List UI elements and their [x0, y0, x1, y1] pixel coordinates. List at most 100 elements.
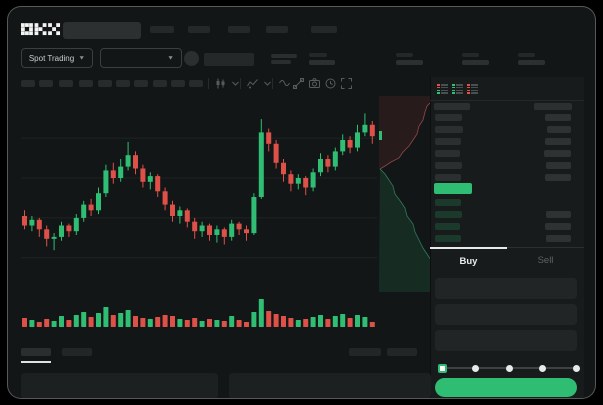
indicator-icon[interactable] [246, 77, 258, 89]
tab-sell-label: Sell [537, 254, 554, 266]
slider-handle[interactable] [437, 363, 447, 373]
tab-sell[interactable]: Sell [507, 247, 584, 273]
bottom-tab-0[interactable] [21, 348, 51, 356]
ask-row-1[interactable] [430, 125, 584, 135]
okx-logo [21, 23, 61, 36]
token-icon [184, 51, 199, 66]
bottom-tab-1[interactable] [62, 348, 92, 356]
ticker-stat-value-1 [396, 60, 423, 65]
search-bar[interactable] [63, 22, 141, 39]
bottom-action-placeholder-1[interactable] [387, 348, 417, 356]
ask-price-bar [435, 174, 461, 181]
ticker-stat-value-2 [462, 60, 489, 65]
ask-price-bar [435, 150, 460, 157]
timeframe-button-2[interactable] [59, 80, 73, 87]
total-input[interactable] [435, 330, 577, 351]
ticker-stat-value-0 [309, 60, 335, 65]
order-book-separator [430, 100, 584, 101]
ticker-stat-label-0 [309, 53, 327, 57]
bid-row-2[interactable] [430, 222, 584, 232]
timeframe-button-9[interactable] [189, 80, 203, 87]
line-style-icon[interactable] [278, 77, 290, 89]
timeframe-button-0[interactable] [21, 80, 35, 87]
order-amount-bar [545, 138, 571, 145]
market-selector-button[interactable]: Spot Trading ▼ [21, 48, 93, 68]
ask-price-bar [435, 162, 462, 169]
bid-price-bar [435, 235, 461, 242]
nav-item-placeholder-1[interactable] [188, 26, 210, 33]
order-amount-bar [546, 211, 571, 218]
toolbar-divider [240, 78, 241, 89]
toolbar-divider [272, 78, 273, 89]
bid-row-1[interactable] [430, 210, 584, 220]
ask-price-bar [435, 126, 463, 133]
nav-item-placeholder-3[interactable] [266, 26, 288, 33]
book-both-icon[interactable] [437, 83, 448, 95]
ticker-stat-label-1 [396, 53, 413, 57]
chevron-down-icon[interactable] [229, 77, 241, 89]
candle-type-icon[interactable] [214, 77, 226, 89]
slider-stop-75[interactable] [539, 364, 546, 372]
bid-row-3[interactable] [430, 234, 584, 244]
timeframe-button-4[interactable] [98, 80, 112, 87]
chevron-down-icon: ▼ [78, 55, 86, 61]
ask-row-0[interactable] [430, 113, 584, 123]
timeframe-button-3[interactable] [79, 80, 93, 87]
ask-row-4[interactable] [430, 161, 584, 171]
timeframe-button-7[interactable] [153, 80, 167, 87]
ask-row-3[interactable] [430, 149, 584, 159]
bid-row-0[interactable] [430, 198, 584, 208]
ticker-stat-value-3 [518, 60, 545, 65]
book-asks-icon[interactable] [467, 83, 478, 95]
tab-buy-label: Buy [459, 255, 478, 267]
slider-stop-25[interactable] [472, 364, 479, 372]
order-book-amount-header [534, 103, 572, 110]
last-price-badge[interactable] [434, 183, 472, 194]
candlestick-chart[interactable] [21, 102, 377, 292]
timeframe-button-5[interactable] [116, 80, 130, 87]
slider-stop-100[interactable] [572, 364, 580, 372]
bid-price-bar [435, 199, 461, 206]
order-amount-bar [547, 126, 571, 133]
bottom-action-placeholder-0[interactable] [349, 348, 381, 356]
pair-name-placeholder [204, 53, 254, 66]
app-window: Spot Trading ▼ ▼ [7, 6, 596, 399]
draw-icon[interactable] [292, 77, 304, 89]
nav-item-placeholder-4[interactable] [311, 26, 337, 33]
chevron-down-icon: ▼ [167, 55, 174, 61]
slider-stop-50[interactable] [505, 364, 513, 372]
book-bids-icon[interactable] [452, 83, 463, 95]
pair-selector-dropdown[interactable]: ▼ [100, 48, 182, 68]
tab-buy[interactable]: Buy [430, 247, 507, 273]
chevron-down-icon[interactable] [261, 77, 273, 89]
camera-icon[interactable] [308, 77, 320, 89]
volume-chart [22, 299, 375, 327]
amount-input[interactable] [435, 304, 577, 325]
toolbar-divider [208, 78, 209, 89]
submit-buy-button[interactable] [435, 378, 577, 397]
ask-row-5[interactable] [430, 173, 584, 183]
ask-price-bar [435, 114, 462, 121]
nav-item-placeholder-2[interactable] [228, 26, 250, 33]
nav-item-placeholder-0[interactable] [150, 26, 174, 33]
bottom-panel-0 [21, 373, 218, 398]
bid-price-bar [435, 211, 462, 218]
pair-mini-stat-1 [271, 60, 291, 64]
bid-price-bar [435, 223, 460, 230]
ask-row-2[interactable] [430, 137, 584, 147]
timeframe-button-8[interactable] [171, 80, 185, 87]
order-amount-bar [546, 235, 571, 242]
price-input[interactable] [435, 278, 577, 299]
ticker-stat-label-2 [462, 53, 479, 57]
bottom-tab-active-underline [21, 361, 51, 363]
order-amount-bar [544, 150, 571, 157]
market-selector-label: Spot Trading [28, 53, 75, 63]
order-amount-bar [546, 162, 571, 169]
bottom-panel-1 [229, 373, 431, 398]
ask-price-bar [435, 138, 461, 145]
timeframe-button-6[interactable] [134, 80, 148, 87]
timeframe-button-1[interactable] [39, 80, 53, 87]
settings-icon[interactable] [324, 77, 336, 89]
fullscreen-icon[interactable] [340, 77, 352, 89]
order-book-price-header [434, 103, 470, 110]
